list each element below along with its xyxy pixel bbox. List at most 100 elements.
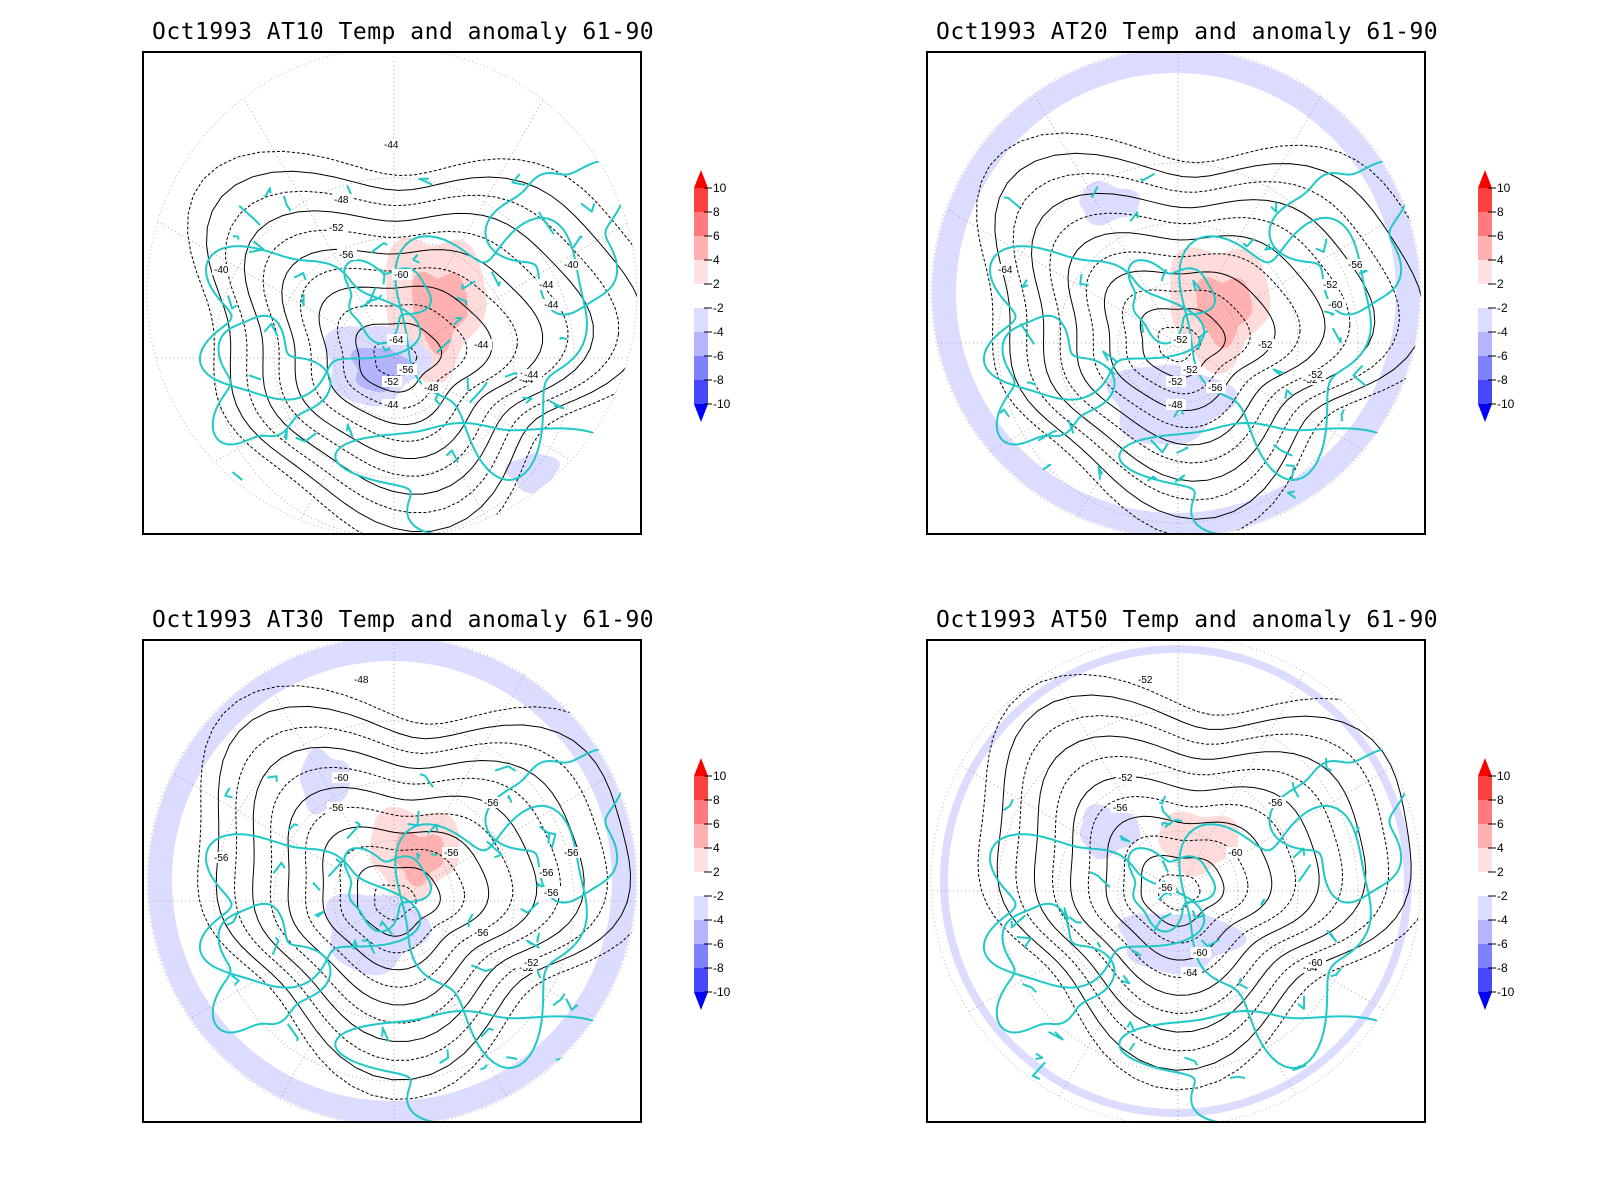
temperature-contours — [976, 132, 1421, 533]
colorbar-label: 8 — [713, 793, 720, 807]
contour-line — [355, 322, 443, 393]
colorbar-swatch — [694, 188, 708, 212]
colorbar-label: 2 — [713, 277, 720, 291]
coastline — [334, 422, 609, 533]
border-line — [1297, 864, 1312, 882]
contour-line — [233, 726, 609, 1061]
contour-label-bg — [212, 852, 232, 863]
border-line — [283, 429, 288, 441]
contour-label-bg — [442, 847, 462, 858]
border-line — [1021, 279, 1029, 289]
contour-line — [187, 150, 637, 533]
border-line — [1016, 936, 1032, 949]
colorbar-swatch — [1478, 896, 1492, 920]
border-line — [466, 377, 470, 392]
border-line — [1184, 1056, 1199, 1066]
border-line — [1260, 898, 1266, 906]
contour-label: -52 — [1308, 370, 1323, 381]
coastline — [1127, 259, 1217, 345]
contour-label: -60 — [1308, 958, 1323, 969]
border-line — [249, 240, 265, 254]
border-line — [548, 400, 565, 410]
coastline — [1178, 804, 1372, 1069]
colorbar-arrow-down — [694, 992, 708, 1010]
border-line — [1102, 350, 1119, 364]
border-line — [1264, 243, 1276, 251]
colorbar-label: -2 — [713, 301, 724, 315]
contour-label: -56 — [474, 928, 489, 939]
colorbar-swatch — [694, 896, 708, 920]
contour-line — [1069, 775, 1320, 996]
colorbar-swatch — [1478, 188, 1492, 212]
colorbar-swatch — [1478, 380, 1492, 404]
contour-line — [374, 884, 417, 921]
colorbar-label: -4 — [1497, 913, 1508, 927]
contour-line — [1012, 172, 1401, 501]
contour-label: -52 — [1168, 377, 1183, 388]
map-layer — [147, 641, 637, 1121]
coastline — [982, 245, 1206, 401]
border-line — [1022, 983, 1037, 993]
border-line — [227, 295, 238, 310]
polar-map: -44 -48 -52 -56 -60 -64 -56 -52 -48 -44 -40 -44 -40-… — [142, 51, 642, 535]
border-line — [1037, 429, 1058, 442]
border-line — [1285, 464, 1295, 481]
colorbar-label: 4 — [713, 253, 720, 267]
graticule — [931, 641, 1421, 1121]
contour-line — [1030, 192, 1376, 482]
colorbar-label: 6 — [1497, 229, 1504, 243]
border-line — [1315, 238, 1328, 253]
anomaly-band — [940, 645, 1412, 1117]
contour-label: -56 — [1208, 383, 1223, 394]
contour-label-bg — [337, 249, 357, 260]
temperature-contours — [197, 685, 637, 1100]
border-line — [522, 396, 533, 404]
panel-at10: Oct1993 AT10 Temp and anomaly 61-90 -44-… — [140, 15, 900, 575]
contour-label-bg — [327, 222, 347, 233]
border-line — [1130, 948, 1142, 957]
border-line — [1067, 419, 1075, 434]
coastline — [394, 804, 588, 1069]
colorbar-swatch — [1478, 848, 1492, 872]
border-line — [1346, 491, 1357, 500]
colorbar-swatch — [1478, 260, 1492, 284]
colorbar-label: 10 — [1497, 181, 1511, 195]
contour-line — [1085, 251, 1301, 429]
border-line — [407, 810, 420, 827]
colorbar-label: -8 — [713, 961, 724, 975]
colorbar-label: -10 — [713, 985, 731, 999]
border-line — [263, 322, 279, 337]
anomaly-pos-core — [394, 831, 445, 887]
contour-label: -64 — [998, 265, 1013, 276]
contour-label: -44 — [384, 400, 399, 411]
coastline — [1127, 847, 1217, 933]
border-line — [511, 173, 526, 187]
contour-label-bg — [327, 802, 347, 813]
colorbar-swatch — [694, 308, 708, 332]
contour-line — [252, 746, 585, 1042]
border-line — [293, 272, 307, 281]
contour-label-bg — [352, 674, 372, 685]
anomaly-neg — [1118, 913, 1247, 975]
colorbar-swatch — [694, 920, 708, 944]
colorbar-arrow-down — [1478, 404, 1492, 422]
colorbar-label: -6 — [713, 937, 724, 951]
contour-label: -56 — [539, 868, 554, 879]
border-line — [470, 964, 493, 972]
contour-label: -56 — [564, 848, 579, 859]
border-line — [1297, 995, 1306, 1010]
contour-label: -52 — [519, 963, 534, 974]
colorbar-swatch — [1478, 800, 1492, 824]
contour-label-bg — [996, 264, 1016, 275]
contour-label-bg — [562, 847, 582, 858]
contour-label-bg — [537, 279, 557, 290]
contour-line — [304, 806, 514, 988]
contour-line — [1121, 289, 1251, 395]
coastline — [394, 216, 588, 481]
border-line — [1340, 409, 1345, 422]
contour-line — [339, 845, 466, 954]
contour-label: -48 — [1168, 400, 1183, 411]
colorbar-swatch — [1478, 968, 1492, 992]
colorbar-label: 8 — [1497, 205, 1504, 219]
border-line — [537, 211, 555, 235]
